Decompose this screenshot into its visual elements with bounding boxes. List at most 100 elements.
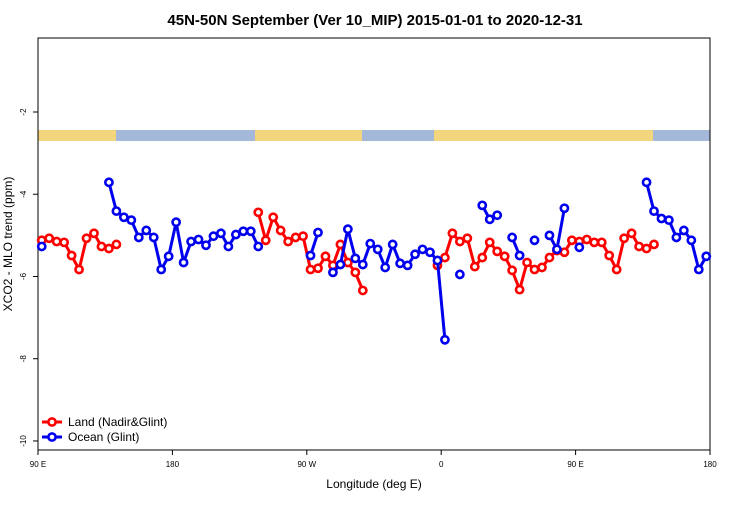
data-point <box>350 253 361 264</box>
data-point <box>462 233 473 244</box>
data-point <box>335 259 346 270</box>
data-point <box>559 203 570 214</box>
data-point <box>178 257 189 268</box>
data-point <box>223 241 234 252</box>
data-point <box>626 228 637 239</box>
y-tick-label: -10 <box>19 435 28 447</box>
data-point <box>238 226 249 237</box>
data-point <box>492 210 503 221</box>
data-point <box>656 213 667 224</box>
data-point <box>74 264 84 275</box>
chart-title: 45N-50N September (Ver 10_MIP) 2015-01-0… <box>167 12 582 29</box>
data-point <box>477 252 488 263</box>
data-point <box>305 264 316 275</box>
data-point <box>148 232 159 243</box>
data-point <box>275 225 286 236</box>
data-point <box>313 227 323 238</box>
data-point <box>693 264 704 275</box>
data-point <box>365 238 376 249</box>
data-point <box>357 285 368 296</box>
data-point <box>36 241 47 252</box>
data-point <box>81 233 92 244</box>
data-point <box>104 177 114 188</box>
legend-marker <box>47 432 57 442</box>
legend: Land (Nadir&Glint)Ocean (Glint) <box>42 415 167 444</box>
data-point <box>559 247 570 258</box>
data-point <box>260 235 271 246</box>
y-tick-label: -4 <box>19 190 28 198</box>
data-point <box>111 239 122 250</box>
y-tick-label: -2 <box>19 108 28 116</box>
data-point <box>89 228 99 239</box>
x-tick-label: 90 E <box>567 460 583 469</box>
data-point <box>156 264 167 275</box>
series <box>36 177 712 345</box>
data-point <box>537 262 547 273</box>
data-point <box>186 236 196 247</box>
legend-label: Ocean (Glint) <box>68 430 139 444</box>
x-tick-label: 180 <box>166 460 180 469</box>
data-point <box>686 235 697 246</box>
data-point <box>566 235 577 246</box>
data-point <box>522 257 532 268</box>
data-point <box>507 232 518 243</box>
data-point <box>350 267 361 278</box>
data-point <box>514 250 525 261</box>
data-point <box>447 228 458 239</box>
data-point <box>201 240 211 251</box>
x-tick-label: 90 W <box>297 460 316 469</box>
data-point <box>641 243 652 254</box>
data-point <box>432 255 443 266</box>
data-point <box>357 259 368 270</box>
data-point <box>701 251 712 262</box>
data-point <box>484 214 495 225</box>
data-point <box>596 237 607 248</box>
data-point <box>245 226 256 237</box>
data-point <box>417 244 428 255</box>
x-axis-label: Longitude (deg E) <box>326 477 421 491</box>
land-strip <box>434 130 653 141</box>
data-point <box>290 232 301 243</box>
data-point <box>477 200 488 211</box>
data-point <box>410 249 420 260</box>
data-point <box>678 225 689 236</box>
data-point <box>268 212 279 223</box>
data-point <box>372 244 383 255</box>
data-point <box>454 269 465 280</box>
data-point <box>552 244 562 255</box>
data-point <box>581 234 592 245</box>
ocean-strip <box>653 130 710 141</box>
data-point <box>492 246 503 257</box>
data-point <box>96 241 107 252</box>
data-point <box>604 250 615 261</box>
data-point <box>111 206 122 217</box>
data-point <box>529 264 540 275</box>
data-point <box>66 250 77 261</box>
data-point <box>171 217 182 228</box>
data-point <box>402 260 413 271</box>
data-point <box>342 224 353 235</box>
data-point <box>253 207 264 218</box>
data-point <box>313 263 323 274</box>
data-point <box>230 229 241 240</box>
legend-marker <box>47 417 57 427</box>
data-point <box>141 225 152 236</box>
data-point <box>649 239 659 250</box>
series <box>36 207 659 296</box>
data-point <box>634 241 644 252</box>
y-axis-label: XCO2 - MLO trend (ppm) <box>1 177 15 312</box>
data-point <box>529 235 540 246</box>
data-point <box>574 242 585 253</box>
data-point <box>126 215 137 226</box>
data-point <box>104 243 114 254</box>
data-point <box>611 264 622 275</box>
ocean-strip <box>362 130 434 141</box>
data-point <box>216 228 226 239</box>
data-point <box>544 252 555 263</box>
data-point <box>395 258 406 269</box>
data-point <box>298 231 308 242</box>
data-point <box>253 241 264 252</box>
data-point <box>425 247 435 258</box>
land-strip <box>38 130 116 141</box>
